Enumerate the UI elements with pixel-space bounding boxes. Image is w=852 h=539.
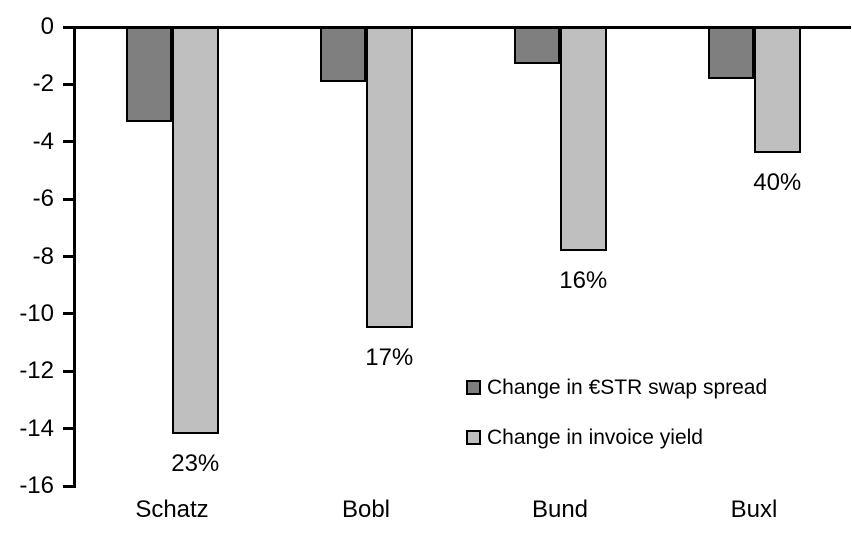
x-category-label-buxl: Buxl: [730, 496, 778, 523]
bar-invoice-yield-bobl: [366, 27, 413, 329]
legend-item-invoice-yield: Change in invoice yield: [466, 426, 767, 449]
y-tick-mark: [63, 484, 75, 488]
bar-invoice-yield-bund: [560, 27, 607, 251]
y-tick-label: -16: [19, 472, 54, 499]
y-tick-label: -14: [19, 414, 54, 442]
y-tick-mark: [63, 255, 75, 258]
bar-value-label-buxl: 40%: [753, 169, 802, 197]
y-tick-label: -2: [32, 70, 54, 98]
legend-label-invoice-yield: Change in invoice yield: [487, 426, 703, 449]
y-tick-mark: [63, 25, 75, 29]
y-tick-mark: [63, 369, 75, 373]
y-tick-mark: [63, 140, 75, 144]
y-tick-label: -8: [32, 242, 54, 270]
y-tick-mark: [63, 427, 75, 431]
y-tick-mark: [63, 312, 75, 316]
bar-estr-swap-spread-bobl: [319, 27, 366, 82]
y-tick-mark: [63, 197, 75, 201]
x-category-label-schatz: Schatz: [135, 496, 209, 523]
legend: Change in €STR swap spread Change in inv…: [466, 376, 768, 479]
y-tick-mark: [63, 82, 75, 86]
legend-swatch-light-icon: [466, 430, 481, 445]
y-tick-label: -6: [32, 185, 54, 213]
bar-estr-swap-spread-bund: [513, 27, 560, 65]
bar-value-label-schatz: 23%: [171, 450, 220, 478]
x-category-label-bund: Bund: [531, 496, 589, 523]
bar-invoice-yield-schatz: [172, 27, 219, 435]
zero-line: [72, 25, 851, 29]
y-tick-label: 0: [40, 13, 54, 40]
y-tick-label: -10: [19, 299, 54, 327]
legend-item-estr-swap-spread: Change in €STR swap spread: [466, 376, 768, 399]
bar-value-label-bobl: 17%: [365, 344, 414, 372]
bar-estr-swap-spread-schatz: [125, 27, 172, 122]
bar-invoice-yield-buxl: [754, 27, 801, 154]
legend-swatch-dark-icon: [466, 380, 481, 395]
y-tick-label: -12: [19, 357, 54, 385]
legend-label-estr-swap-spread: Change in €STR swap spread: [487, 376, 768, 399]
x-category-label-bobl: Bobl: [341, 496, 391, 523]
y-axis-line: [72, 25, 76, 488]
bar-value-label-bund: 16%: [559, 266, 608, 294]
bar-estr-swap-spread-buxl: [707, 27, 754, 79]
y-tick-label: -4: [32, 127, 54, 155]
